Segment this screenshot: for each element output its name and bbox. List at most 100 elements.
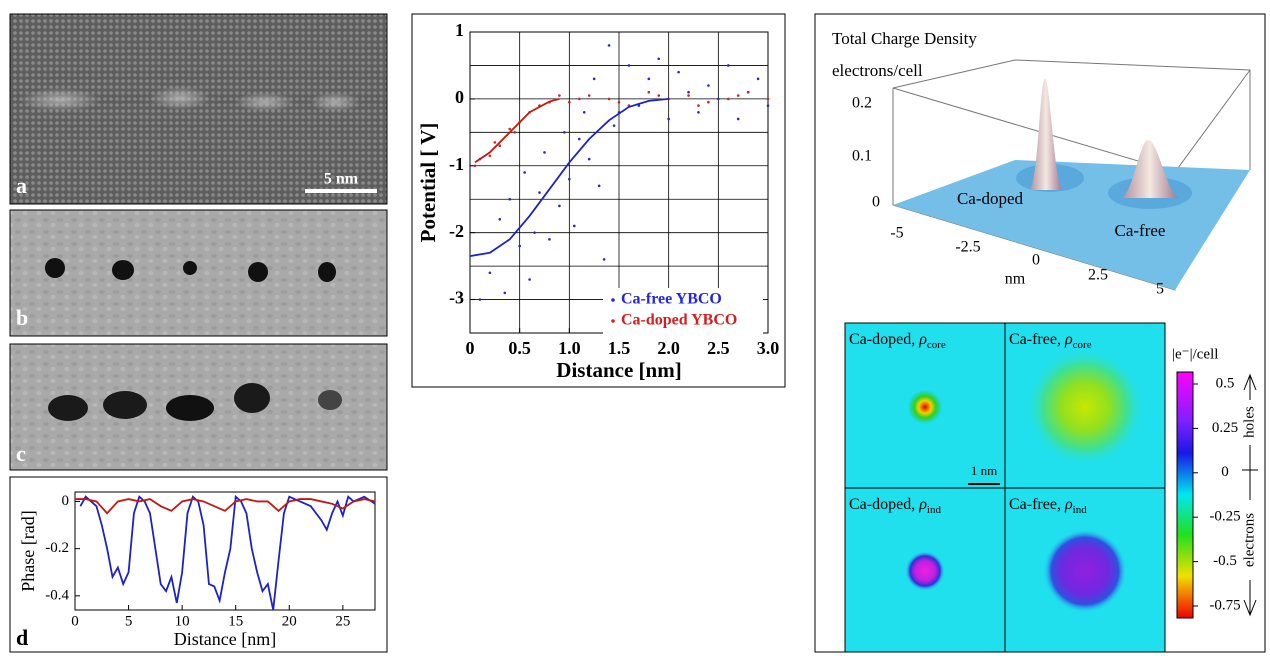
map-label: Ca-doped, ρcore [849, 331, 946, 351]
panel-label: b [16, 305, 28, 330]
scale-label: 5 nm [324, 171, 359, 188]
data-point [513, 131, 516, 134]
x-axis-label: nm [1005, 271, 1026, 288]
label-text: Ca-doped, [849, 331, 915, 348]
dark-blob [248, 262, 268, 282]
z-tick-label: 0.2 [852, 95, 872, 112]
z-tick-label: 0 [872, 194, 880, 211]
data-point [736, 94, 740, 97]
x-tick-label: 0 [466, 338, 475, 358]
panel-a: 5 nm a [9, 13, 388, 205]
data-point [687, 94, 690, 97]
data-point [488, 271, 492, 275]
x-tick-label: 25 [335, 613, 350, 629]
data-point [498, 144, 502, 148]
x-tick-label: 5 [125, 613, 133, 629]
dark-blob [318, 262, 336, 282]
y-tick-label: -2 [449, 221, 464, 241]
y-axis-label: Phase [rad] [18, 510, 38, 591]
data-point [533, 231, 536, 234]
data-line [469, 97, 669, 257]
label-subscript: ind [1073, 504, 1088, 516]
label-text: Ca-doped, [849, 496, 915, 513]
x-tick-label: 1.0 [558, 338, 581, 358]
legend-box [603, 288, 763, 334]
density-map [905, 551, 945, 591]
data-point [503, 291, 507, 295]
colorbar-tick-label: -0.75 [1209, 597, 1240, 613]
data-point [538, 191, 541, 194]
panel-b: b [9, 209, 388, 337]
label-symbol: ρ [1064, 496, 1073, 513]
data-point [573, 224, 576, 228]
data-point [736, 117, 740, 121]
label-text: Ca-free, [1009, 496, 1061, 513]
panel-label: c [16, 441, 26, 466]
data-point [766, 104, 770, 107]
x-tick-label: 0 [1032, 252, 1040, 269]
data-point [602, 258, 606, 261]
label-subscript: ind [927, 504, 942, 516]
data-point [657, 57, 661, 61]
x-tick-label: 2.5 [1088, 267, 1108, 284]
y-tick-label: -1 [449, 154, 464, 174]
y-tick-label: -0.2 [45, 540, 69, 556]
dark-blob [234, 383, 270, 413]
label-symbol: ρ [918, 496, 927, 513]
surface-peak [1030, 78, 1062, 190]
x-axis-label: Distance [nm] [556, 358, 681, 382]
colorbar-side-label: electrons [1241, 513, 1257, 567]
legend-marker [611, 319, 615, 323]
box-edge [892, 59, 1251, 170]
colorbar-tick-label: 0 [1221, 464, 1229, 480]
y-tick-label: 0 [455, 87, 464, 107]
data-point [548, 238, 551, 241]
data-point [568, 100, 571, 104]
x-tick-label: 10 [175, 613, 190, 629]
panel-label: d [16, 625, 28, 650]
data-point [478, 298, 482, 301]
data-point [607, 97, 611, 101]
dark-blob [48, 395, 88, 421]
label-bg [1243, 500, 1257, 580]
data-point [498, 217, 502, 221]
data-point [717, 97, 720, 101]
data-line [79, 494, 376, 611]
data-point [508, 197, 512, 201]
x-tick-label: 2.5 [707, 338, 730, 358]
dark-blob [103, 391, 147, 419]
x-tick-label: 5 [1156, 281, 1164, 298]
bright-spot [20, 88, 100, 112]
data-point [617, 100, 621, 104]
data-point [558, 204, 561, 208]
data-point [563, 131, 566, 134]
label-subscript: core [927, 339, 946, 351]
data-point [518, 244, 521, 248]
bright-spot [150, 86, 210, 110]
legend-label: Ca-free YBCO [621, 291, 722, 308]
label-text: Ca-free, [1009, 331, 1061, 348]
label-subscript: core [1073, 339, 1092, 351]
x-tick-label: 15 [228, 613, 243, 629]
colorbar [1176, 371, 1194, 619]
y-tick-label: 0 [62, 493, 70, 509]
x-tick-label: -5 [890, 225, 903, 242]
map-label: Ca-doped, ρind [849, 496, 941, 516]
legend-label: Ca-doped YBCO [621, 312, 737, 329]
density-map [1025, 347, 1145, 467]
peak-label: Ca-doped [957, 189, 1024, 208]
colorbar-tick-label: 0.5 [1216, 375, 1235, 391]
dark-blob [318, 390, 342, 410]
x-tick-label: 1.5 [608, 338, 631, 358]
x-tick-label: 0 [71, 613, 79, 629]
colorbar-side-label: holes [1241, 406, 1257, 438]
map-label: Ca-free, ρind [1009, 496, 1087, 516]
y-tick-label: -0.4 [45, 587, 69, 603]
density-map [1043, 529, 1127, 613]
data-point [677, 70, 680, 74]
charge-density-panel: Total Charge Density electrons/cell 0.2 … [814, 13, 1266, 653]
data-point [558, 94, 561, 97]
y-axis-label: Potential [ V] [416, 123, 440, 243]
data-point [587, 157, 591, 161]
data-point [607, 44, 611, 47]
